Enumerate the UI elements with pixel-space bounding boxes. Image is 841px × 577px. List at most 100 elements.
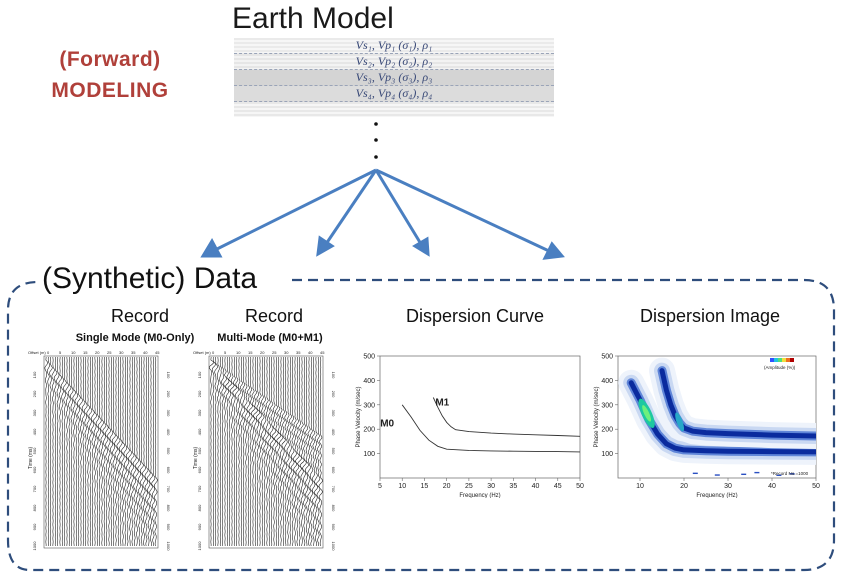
x-tick-label: 30 <box>724 483 732 490</box>
offset-tick-label: 40 <box>143 350 148 355</box>
seismic-trace <box>214 356 218 547</box>
seismic-trace <box>223 356 227 547</box>
time-tick-label: 700 <box>32 485 37 492</box>
seismic-trace <box>53 356 58 547</box>
time-tick-label-right: 900 <box>166 524 171 531</box>
layer-2: Vs₂, Vp₂ (σ₂), ρ₂ <box>234 54 554 70</box>
energy-peak-m0 <box>642 405 652 422</box>
seismic-trace <box>260 356 265 547</box>
offset-tick-label: 0 <box>212 350 215 355</box>
y-tick-label: 500 <box>601 354 613 361</box>
record-1-title: Record <box>110 306 170 326</box>
seismic-trace <box>237 356 242 547</box>
time-tick-label-right: 100 <box>166 372 171 379</box>
seismic-trace <box>151 356 156 547</box>
time-tick-label-right: 800 <box>331 505 336 512</box>
seismic-trace <box>130 356 135 547</box>
dispersion-image-title: Dispersion Image <box>639 306 781 326</box>
time-tick-label: 400 <box>32 428 37 435</box>
seismic-trace <box>153 356 158 547</box>
seismic-trace <box>286 356 290 547</box>
seismic-trace <box>69 356 74 547</box>
offset-tick-label: 30 <box>284 350 289 355</box>
seismic-trace <box>93 356 97 547</box>
x-tick-label: 30 <box>487 483 495 490</box>
seismic-trace <box>56 356 60 547</box>
colorbar-label: (Amplitude (%)) <box>764 365 796 370</box>
seismic-trace <box>290 356 295 547</box>
x-tick-label: 50 <box>812 483 820 490</box>
seismic-trace <box>258 356 263 547</box>
offset-tick-label: 30 <box>119 350 124 355</box>
seismic-trace <box>302 356 307 547</box>
seismic-trace <box>248 356 253 547</box>
seismic-trace <box>307 356 311 547</box>
seismic-trace <box>44 356 48 547</box>
seismic-trace <box>251 356 256 547</box>
series-line-m1 <box>432 397 581 437</box>
offset-axis-label: Offset (m) <box>193 350 211 355</box>
seismic-trace <box>240 356 243 547</box>
seismic-trace <box>292 356 297 547</box>
y-tick-label: 300 <box>601 402 613 409</box>
noise-mark <box>789 473 795 475</box>
seismic-trace <box>67 356 72 547</box>
seismic-trace <box>146 356 151 547</box>
time-tick-label: 1000 <box>32 541 37 551</box>
seismic-trace <box>230 356 235 547</box>
seismic-trace <box>318 356 323 547</box>
time-tick-label: 800 <box>197 504 202 511</box>
colorbar-swatch <box>778 358 782 362</box>
offset-axis-label: Offset (m) <box>28 350 46 355</box>
x-tick-label: 40 <box>768 483 776 490</box>
series-label-m1: M1 <box>435 397 449 408</box>
offset-tick-label: 45 <box>155 350 160 355</box>
seismic-trace <box>91 356 95 547</box>
dispersion-image-chart: (Amplitude (%)) *Record No.=1000 10 20 30 40 5… <box>594 354 820 499</box>
trace-group <box>44 356 158 547</box>
plot-area <box>379 355 581 479</box>
colorbar-swatch <box>790 358 794 362</box>
seismic-trace <box>244 356 248 547</box>
seismic-trace <box>246 356 251 547</box>
y-tick-label: 100 <box>601 451 613 458</box>
time-tick-label-right: 600 <box>166 467 171 474</box>
seismic-trace <box>79 356 83 547</box>
noise-mark <box>754 471 760 474</box>
colorbar-swatch <box>786 358 790 362</box>
time-tick-label: 700 <box>197 485 202 492</box>
earth-model-title: Earth Model <box>232 2 394 35</box>
layer-3: Vs₃, Vp₃ (σ₃), ρ₃ <box>234 70 554 86</box>
time-tick-label-right: 200 <box>166 391 171 398</box>
time-tick-label-right: 700 <box>331 486 336 493</box>
time-tick-label: 1000 <box>197 541 202 551</box>
record-note: *Record No.=1000 <box>771 471 809 476</box>
seismic-trace <box>253 356 258 547</box>
y-axis-label: Phase Velocity (m/sec) <box>594 386 600 447</box>
x-tick-label: 20 <box>443 483 451 490</box>
noise-mark <box>692 472 698 475</box>
offset-tick-label: 20 <box>95 350 100 355</box>
seismic-trace <box>60 356 64 547</box>
colorbar-swatch <box>774 358 778 362</box>
x-tick-label: 15 <box>421 483 429 490</box>
seismic-trace <box>267 356 271 547</box>
offset-tick-label: 35 <box>296 350 301 355</box>
time-tick-label: 600 <box>197 466 202 473</box>
seismic-trace <box>121 356 126 547</box>
time-tick-label: 600 <box>32 466 37 473</box>
synthetic-data-title: (Synthetic) Data <box>42 262 258 295</box>
seismic-trace <box>221 356 225 547</box>
layer-4: Vs₄, Vp₄ (σ₄), ρ₄ <box>234 86 554 102</box>
forward-modeling-label: (Forward) MODELING <box>40 44 180 106</box>
arrowhead-1 <box>200 237 223 258</box>
time-tick-label-right: 500 <box>166 448 171 455</box>
seismic-trace <box>107 356 112 547</box>
colorbar-swatch <box>782 358 786 362</box>
time-tick-label-right: 600 <box>331 467 336 474</box>
offset-tick-label: 0 <box>47 350 50 355</box>
record-2-title: Record <box>244 306 304 326</box>
x-tick-label: 20 <box>680 483 688 490</box>
offset-tick-label: 45 <box>320 350 325 355</box>
